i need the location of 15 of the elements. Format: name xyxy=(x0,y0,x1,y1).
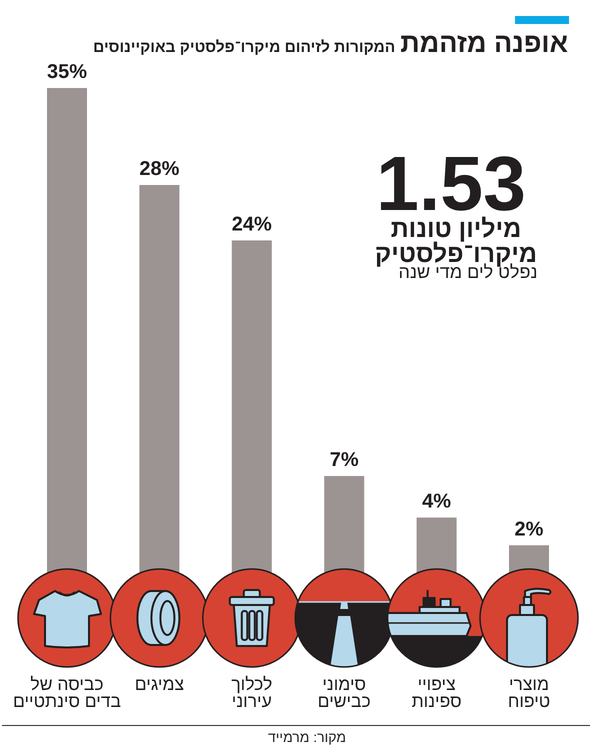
x-tick-label: צמיגים xyxy=(134,674,184,694)
data-label: 2% xyxy=(514,518,544,540)
data-label: 7% xyxy=(330,449,359,471)
x-tick-label: מוצרי טיפוח xyxy=(508,674,550,711)
chart-title: אופנה מזהמת xyxy=(400,28,568,58)
x-tick-label: סימוני כבישים xyxy=(318,674,371,711)
x-tick-label: לכלוך עירוני xyxy=(231,674,272,711)
chart-subtitle: המקורות לזיהום מיקרו־פלסטיק באוקיינוסים xyxy=(93,39,396,56)
data-label: 28% xyxy=(139,158,180,180)
data-label: 4% xyxy=(422,490,452,513)
x-tick-label: כביסה של בדים סינתטיים xyxy=(12,674,122,711)
x-tick-label: ציפויי ספינות xyxy=(412,674,462,711)
data-label: 35% xyxy=(46,61,88,83)
data-label: 24% xyxy=(232,213,272,236)
text: מקור: מרמייד xyxy=(268,729,346,745)
